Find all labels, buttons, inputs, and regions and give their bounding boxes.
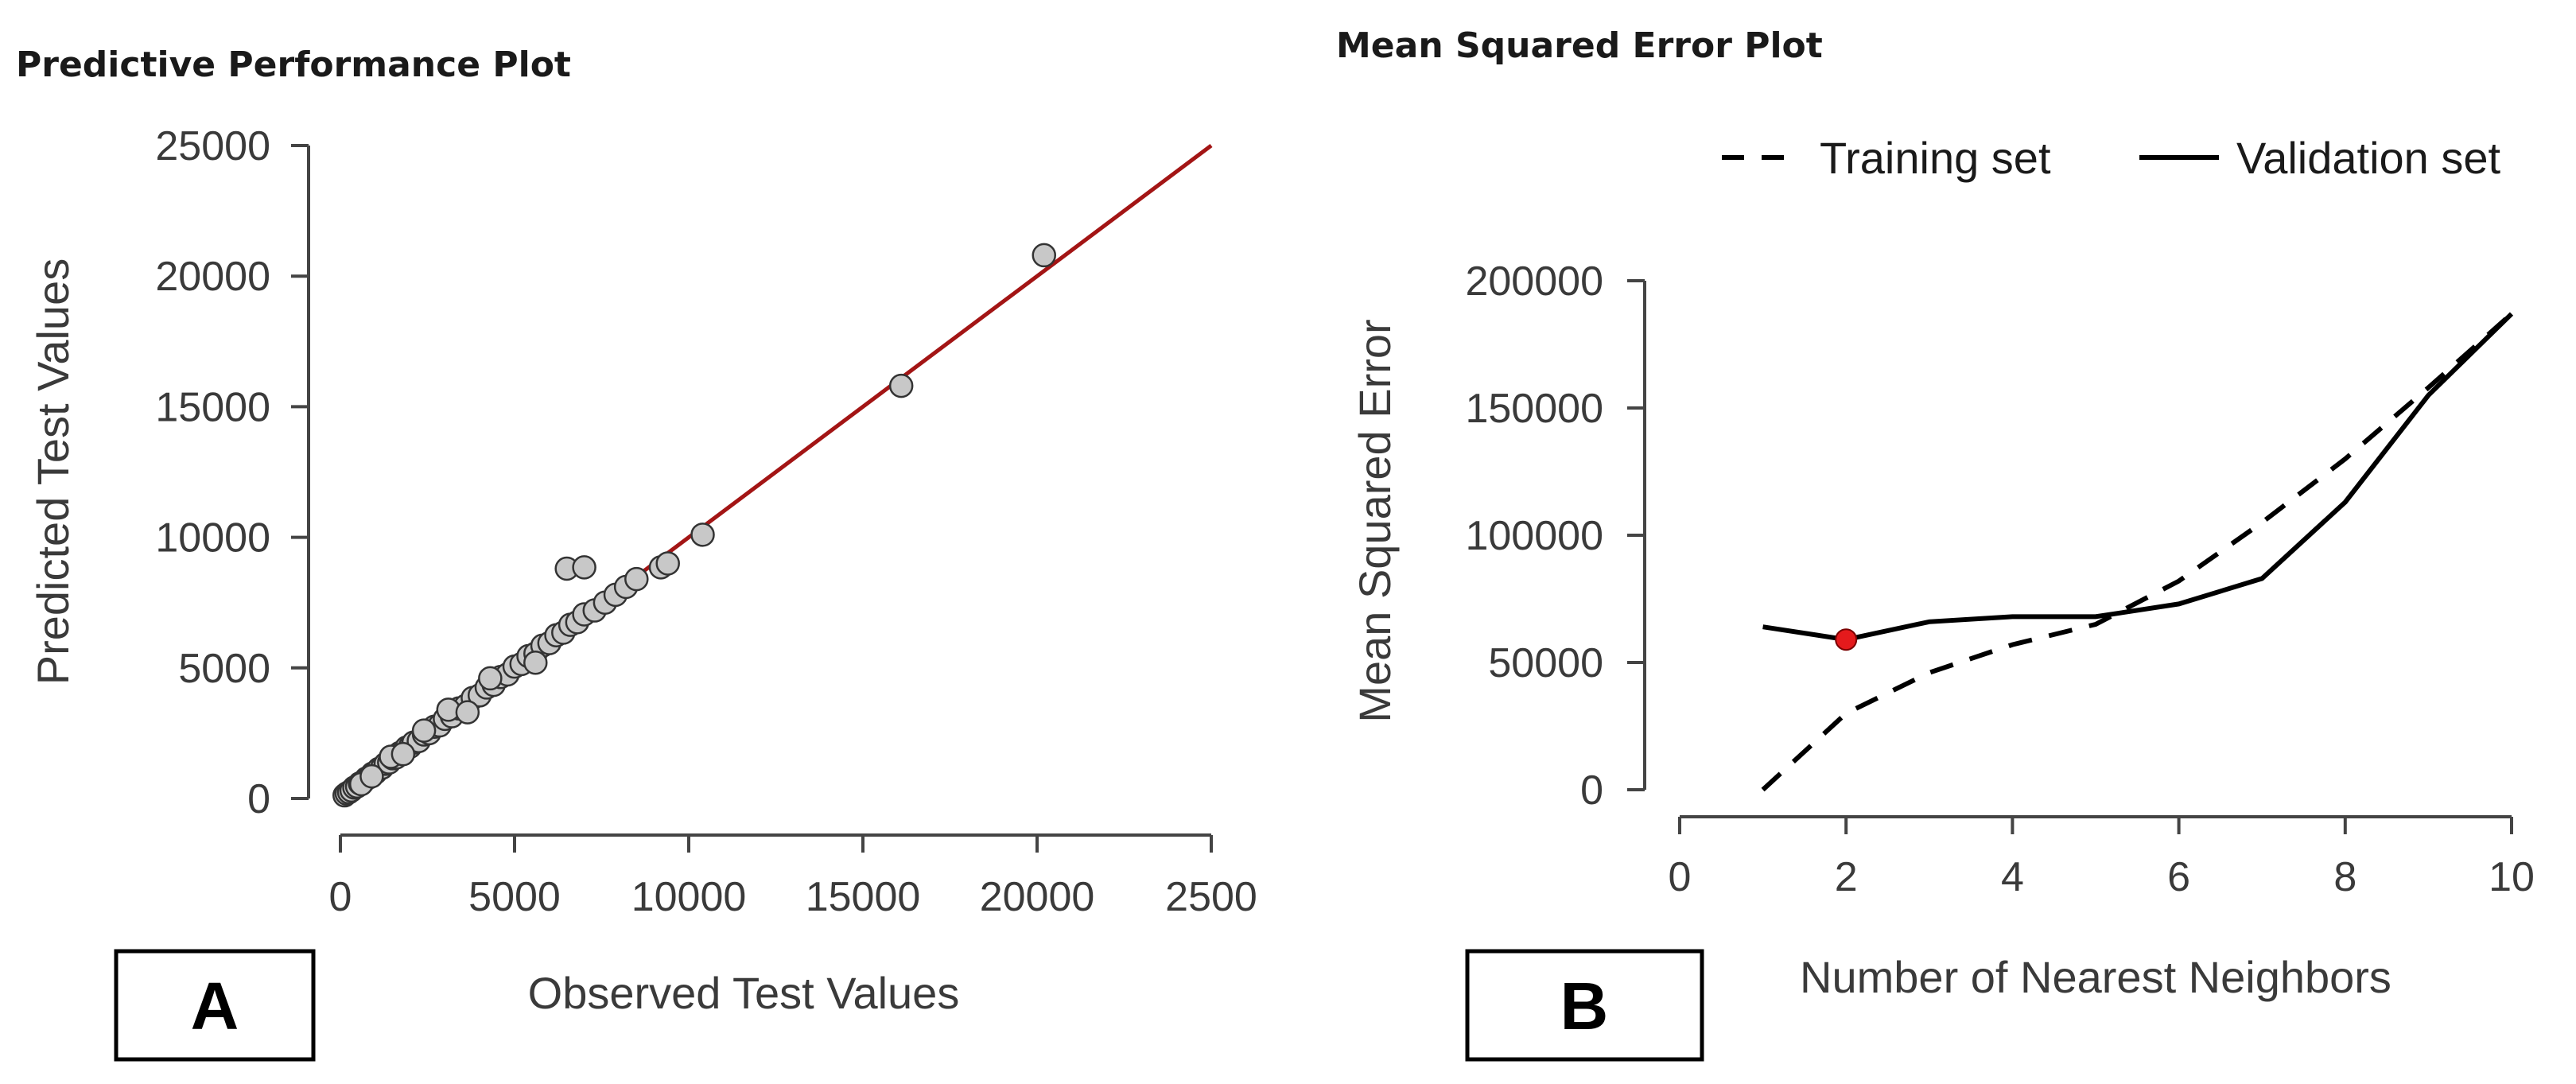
data-point [523, 650, 548, 675]
panel-label-b-box [1465, 949, 1704, 1062]
chart-b-title: Mean Squared Error Plot [1336, 25, 1823, 66]
y-tick-label: 25000 [155, 123, 270, 169]
data-point [572, 555, 596, 580]
panel-label-b: B [1560, 969, 1609, 1043]
legend-label-validation: Validation set [2236, 133, 2501, 183]
chart-b-x-axis: 0 2 4 6 8 10 [1669, 815, 2535, 900]
y-tick-label: 0 [247, 776, 270, 822]
chart-a-x-label: Observed Test Values [528, 968, 960, 1018]
x-tick-label: 10000 [631, 874, 747, 920]
chart-panel-a: Predictive Performance Plot 0 5000 10000 15… [16, 45, 1257, 1062]
chart-a-y-label: Predicted Test Values [28, 258, 78, 685]
data-point [478, 666, 503, 691]
series-line-validation [1762, 312, 2514, 643]
data-point [390, 741, 416, 767]
chart-b-y-axis: 0 50000 100000 150000 200000 [1465, 258, 1646, 814]
x-tick-label: 0 [329, 874, 352, 920]
chart-a-y-axis: 0 5000 10000 15000 20000 25000 [155, 123, 310, 822]
y-tick-label: 10000 [155, 515, 270, 561]
y-tick-label: 50000 [1488, 640, 1603, 686]
y-tick-label: 15000 [155, 384, 270, 430]
data-point [655, 551, 680, 576]
x-tick-label: 2 [1835, 854, 1858, 900]
chart-a-x-axis: 0 5000 10000 15000 20000 2500 [329, 833, 1257, 920]
y-tick-label: 100000 [1465, 513, 1603, 559]
panel-label-a: A [191, 969, 239, 1043]
y-tick-label: 150000 [1465, 386, 1603, 432]
chart-panel-b: Mean Squared Error Plot Training set Val… [1336, 25, 2535, 1062]
y-tick-label: 200000 [1465, 258, 1603, 305]
y-tick-label: 5000 [178, 646, 270, 692]
y-tick-label: 20000 [155, 254, 270, 300]
data-point [1032, 243, 1057, 268]
optimal-point-marker [1835, 628, 1858, 651]
series-line-training [1761, 312, 2513, 792]
data-point [359, 763, 384, 789]
x-tick-label: 10 [2489, 854, 2535, 900]
chart-b-x-label: Number of Nearest Neighbors [1800, 952, 2391, 1002]
panel-label-a-box [114, 949, 316, 1062]
x-tick-label: 4 [2001, 854, 2024, 900]
x-tick-label: 15000 [806, 874, 921, 920]
legend-label-training: Training set [1820, 133, 2051, 183]
chart-a-title: Predictive Performance Plot [16, 45, 571, 85]
chart-a-points [332, 243, 1057, 808]
x-tick-label: 20000 [980, 874, 1095, 920]
x-tick-label: 6 [2167, 854, 2190, 900]
data-point [411, 718, 437, 743]
data-point [455, 700, 480, 725]
x-tick-label: 0 [1669, 854, 1692, 900]
data-point [888, 373, 914, 398]
data-point [624, 566, 649, 592]
chart-b-y-label: Mean Squared Error [1350, 319, 1400, 722]
x-tick-label: 5000 [468, 874, 561, 920]
x-tick-label: 8 [2333, 854, 2356, 900]
x-tick-label: 2500 [1165, 874, 1257, 920]
chart-b-legend: Training set Validation set [1722, 133, 2501, 183]
y-tick-label: 0 [1580, 767, 1603, 814]
data-point [690, 523, 715, 547]
